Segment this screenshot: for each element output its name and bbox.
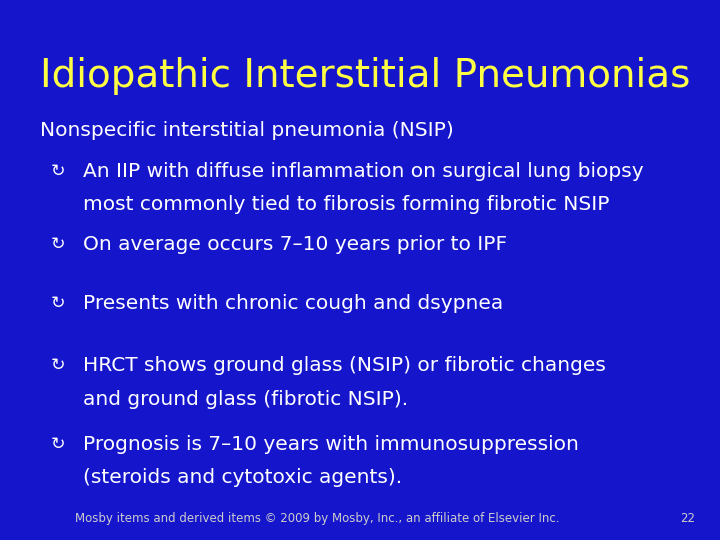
Text: Nonspecific interstitial pneumonia (NSIP): Nonspecific interstitial pneumonia (NSIP… [40,122,454,140]
Text: Presents with chronic cough and dsypnea: Presents with chronic cough and dsypnea [83,294,503,313]
Text: Prognosis is 7–10 years with immunosuppression: Prognosis is 7–10 years with immunosuppr… [83,435,579,454]
Text: and ground glass (fibrotic NSIP).: and ground glass (fibrotic NSIP). [83,390,408,409]
Text: ↻: ↻ [50,435,65,453]
Text: ↻: ↻ [50,235,65,253]
Text: Mosby items and derived items © 2009 by Mosby, Inc., an affiliate of Elsevier In: Mosby items and derived items © 2009 by … [75,512,559,525]
Text: (steroids and cytotoxic agents).: (steroids and cytotoxic agents). [83,468,402,487]
Text: 22: 22 [680,512,695,525]
Text: An IIP with diffuse inflammation on surgical lung biopsy: An IIP with diffuse inflammation on surg… [83,162,644,181]
Text: most commonly tied to fibrosis forming fibrotic NSIP: most commonly tied to fibrosis forming f… [83,195,609,214]
Text: Idiopathic Interstitial Pneumonias: Idiopathic Interstitial Pneumonias [40,57,690,94]
Text: ↻: ↻ [50,162,65,180]
Text: ↻: ↻ [50,356,65,374]
Text: HRCT shows ground glass (NSIP) or fibrotic changes: HRCT shows ground glass (NSIP) or fibrot… [83,356,606,375]
Text: On average occurs 7–10 years prior to IPF: On average occurs 7–10 years prior to IP… [83,235,507,254]
Text: ↻: ↻ [50,294,65,312]
